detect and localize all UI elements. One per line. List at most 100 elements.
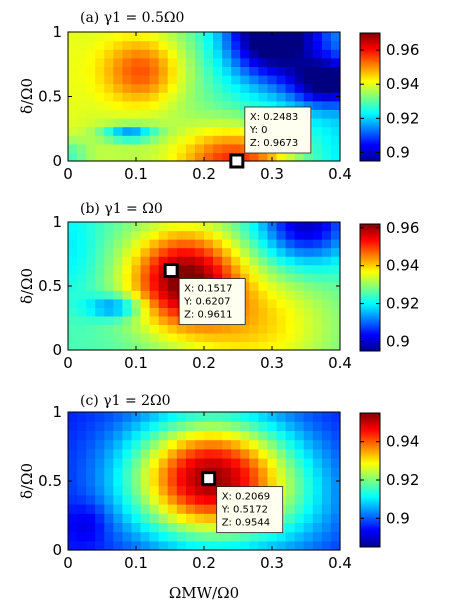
heatmap-cell <box>258 448 269 459</box>
heatmap-cell <box>303 256 314 266</box>
heatmap-cell <box>77 239 87 249</box>
heatmap-cell <box>149 239 160 249</box>
colorbar-tick-label: 0.96 <box>386 219 419 237</box>
heatmap-cell <box>312 485 323 496</box>
datatip-line: Y: 0.6207 <box>183 297 230 308</box>
heatmap-cell <box>321 430 332 441</box>
heatmap-cell <box>104 504 114 514</box>
heatmap-cell <box>140 332 151 343</box>
heatmap-cell <box>258 264 269 274</box>
heatmap-cell <box>294 307 305 317</box>
heatmap-cell <box>158 458 169 468</box>
heatmap-cell <box>312 307 323 317</box>
heatmap-cell <box>104 239 114 249</box>
heatmap-cell <box>185 222 196 232</box>
heatmap-cell <box>194 531 205 542</box>
heatmap-cell <box>330 135 341 145</box>
heatmap-cell <box>330 230 341 240</box>
datatip-marker[interactable] <box>163 263 179 279</box>
heatmap-cell <box>77 273 87 283</box>
heatmap-cell <box>185 458 196 468</box>
heatmap-cell <box>321 109 332 119</box>
heatmap-cell <box>249 341 259 351</box>
heatmap-cell <box>222 66 232 76</box>
heatmap-cell <box>240 467 250 477</box>
heatmap-cell <box>258 40 269 50</box>
heatmap-cell <box>312 290 323 300</box>
heatmap-cell <box>113 494 123 505</box>
heatmap-cell <box>294 513 305 523</box>
heatmap-cell <box>231 32 241 42</box>
heatmap-cell <box>285 247 296 257</box>
heatmap-cell <box>149 32 160 42</box>
heatmap-cell <box>113 126 123 136</box>
heatmap-cell <box>240 256 250 266</box>
heatmap-cell <box>95 412 105 422</box>
heatmap-cell <box>303 152 314 162</box>
heatmap-cell <box>167 152 178 162</box>
heatmap-cell <box>68 230 78 240</box>
heatmap-cell <box>249 273 259 283</box>
panel-b-datatip[interactable]: X: 0.1517 Y: 0.6207 Z: 0.9611 <box>163 263 246 325</box>
heatmap-cell <box>194 504 205 514</box>
heatmap-cell <box>158 341 169 351</box>
heatmap-cell <box>303 458 314 468</box>
heatmap-cell <box>330 540 341 551</box>
heatmap-cell <box>294 458 305 468</box>
panel-a-title: (a) γ1 = 0.5Ω0 <box>80 10 184 26</box>
heatmap-cell <box>285 32 296 42</box>
heatmap-cell <box>222 448 232 459</box>
heatmap-cell <box>330 57 341 67</box>
heatmap-cell <box>330 49 341 59</box>
heatmap-cell <box>104 485 114 496</box>
heatmap-cell <box>231 100 241 110</box>
heatmap-cell <box>68 458 78 468</box>
heatmap-cell <box>240 239 250 249</box>
heatmap-cell <box>167 66 178 76</box>
heatmap-cell <box>294 421 305 431</box>
heatmap-cell <box>222 152 232 162</box>
heatmap-cell <box>68 307 78 317</box>
heatmap-cell <box>321 439 332 450</box>
panel-c-x-ticks: 0 0.1 0.2 0.3 0.4 <box>63 412 352 572</box>
heatmap-cell <box>294 494 305 505</box>
panel-a-datatip[interactable]: X: 0.2483 Y: 0 Z: 0.9673 <box>229 106 312 169</box>
heatmap-cell <box>303 430 314 441</box>
heatmap-cell <box>185 239 196 249</box>
heatmap-cell <box>131 109 142 119</box>
heatmap-cell <box>240 222 250 232</box>
heatmap-cell <box>122 298 133 308</box>
heatmap-cell <box>294 83 305 93</box>
heatmap-cell <box>95 92 105 102</box>
panel-c-datatip[interactable]: X: 0.2069 Y: 0.5172 Z: 0.9544 <box>201 471 284 534</box>
heatmap-cell <box>231 109 241 119</box>
heatmap-cell <box>185 143 196 153</box>
colorbar-tick-label: 0.92 <box>386 109 419 127</box>
heatmap-cell <box>149 230 160 240</box>
heatmap-cell <box>267 230 278 240</box>
heatmap-cell <box>258 32 269 42</box>
heatmap-cell <box>86 430 96 441</box>
heatmap-cell <box>231 40 241 50</box>
heatmap-cell <box>294 100 305 110</box>
heatmap-cell <box>176 49 187 59</box>
heatmap-cell <box>149 476 160 487</box>
heatmap-cell <box>167 83 178 93</box>
heatmap-cell <box>95 324 105 334</box>
heatmap-cell <box>249 421 259 431</box>
heatmap-cell <box>194 467 205 477</box>
heatmap-cell <box>68 247 78 257</box>
heatmap-cell <box>321 421 332 431</box>
heatmap-cell <box>330 66 341 76</box>
heatmap-cell <box>149 290 160 300</box>
heatmap-cell <box>158 504 169 514</box>
datatip-marker[interactable] <box>229 153 245 169</box>
heatmap-cell <box>122 126 133 136</box>
heatmap-cell <box>321 239 332 249</box>
heatmap-cell <box>222 32 232 42</box>
heatmap-cell <box>113 485 123 496</box>
datatip-marker[interactable] <box>201 471 217 487</box>
heatmap-cell <box>131 66 142 76</box>
heatmap-cell <box>149 421 160 431</box>
heatmap-cell <box>240 92 250 102</box>
